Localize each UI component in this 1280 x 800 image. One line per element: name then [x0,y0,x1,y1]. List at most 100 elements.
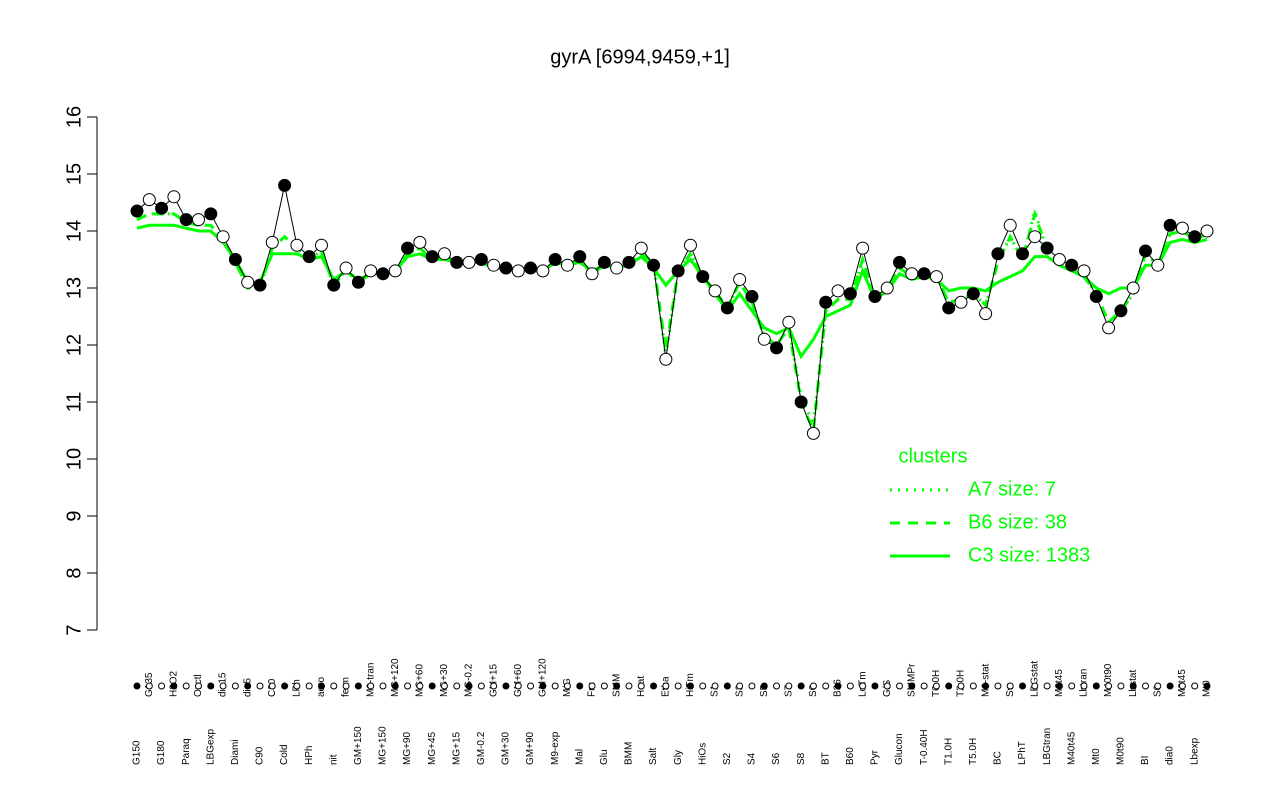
x-tick-label: MG-0.2 [464,663,475,697]
x-tick-label: nit [328,754,339,765]
category-marker [1006,682,1014,690]
x-tick-label: S3 [734,684,745,697]
category-marker [477,682,485,690]
x-tick-label: BC [993,751,1004,765]
data-point [204,207,218,221]
data-point [474,253,488,266]
x-tick-label: Glu [599,749,610,765]
y-tick-label: 8 [63,567,85,578]
category-marker [490,682,498,690]
x-tick-label: S1 [710,684,721,697]
x-tick-label: Salt [648,748,659,765]
x-tick-label: S4 [747,752,758,765]
data-point [314,238,328,252]
x-tick-label: Glucon [894,733,905,765]
data-point [241,275,255,289]
data-point [880,281,894,295]
data-point [720,301,734,315]
x-tick-label: GM+120 [538,658,549,697]
category-marker [822,682,830,690]
x-tick-label: Gly [673,750,684,765]
category-marker [600,682,608,690]
data-point [1016,247,1030,261]
legend-label: C3 size: 1383 [968,544,1090,566]
category-marker [1142,682,1150,690]
category-marker [268,682,276,690]
category-marker [674,682,682,690]
data-point [942,301,956,315]
category-marker [846,682,854,690]
x-tick-label: MG+30 [439,663,450,697]
x-tick-label: B60 [845,747,856,765]
data-point [708,284,722,298]
data-point [991,247,1005,261]
category-marker [834,682,842,690]
data-point [806,426,820,440]
category-marker [748,682,756,690]
data-point [597,255,611,269]
category-marker [809,682,817,690]
category-marker [625,682,633,690]
x-tick-label: S0 [1152,684,1163,697]
category-marker [896,682,904,690]
category-marker [170,682,178,690]
data-point [1052,253,1066,266]
data-point [696,270,710,284]
chart-title: gyrA [6994,9459,+1] [550,46,730,68]
data-point [1114,304,1128,318]
y-tick-label: 14 [63,220,85,242]
category-marker [883,682,891,690]
data-point [339,261,353,275]
x-tick-label: GM+90 [525,731,536,765]
category-marker [145,682,153,690]
data-point [1139,244,1153,258]
category-marker [1105,682,1113,690]
data-line [136,185,1208,434]
x-tick-label: MG+120 [390,658,401,697]
x-tick-label: Pyr [870,749,881,765]
data-point [548,253,562,266]
x-tick-label: Mt0 [1091,748,1102,765]
y-tick-label: 16 [63,106,85,128]
x-tick-label: GM+30 [501,731,512,765]
data-point [401,241,415,255]
data-point [388,264,402,278]
data-point [228,253,242,266]
category-marker [453,682,461,690]
data-point [683,238,697,252]
y-tick-label: 13 [63,277,85,299]
x-tick-label: BMM [624,742,635,765]
x-tick-label: HPh [304,746,315,765]
x-tick-label: MG+60 [415,663,426,697]
data-point [610,261,624,275]
data-point [634,241,648,255]
x-tick-label: LBGexp [205,728,216,765]
y-tick-label: 11 [63,392,85,413]
data-point [278,178,292,192]
y-tick-label: 12 [63,334,85,356]
data-point [733,272,747,286]
data-point [487,258,501,272]
category-marker [342,682,350,690]
data-point [1028,230,1042,244]
category-marker [773,682,781,690]
x-tick-label: MG+150 [378,726,389,765]
data-point [622,255,636,269]
x-tick-label: LBGstat [1029,661,1040,697]
data-point [290,238,304,252]
category-marker [293,682,301,690]
data-point [1089,290,1103,304]
category-marker [391,682,399,690]
category-marker [613,682,621,690]
data-point [782,315,796,329]
x-tick-label: Paraq [181,738,192,765]
x-tick-label: S5 [759,684,770,697]
data-point [905,267,919,281]
category-marker [527,682,535,690]
x-tick-label: HiOs [697,743,708,765]
x-tick-label: M9-stat [980,663,991,697]
data-point [966,287,980,301]
data-point [843,287,857,301]
category-marker [317,682,325,690]
y-tick-label: 15 [63,163,85,185]
